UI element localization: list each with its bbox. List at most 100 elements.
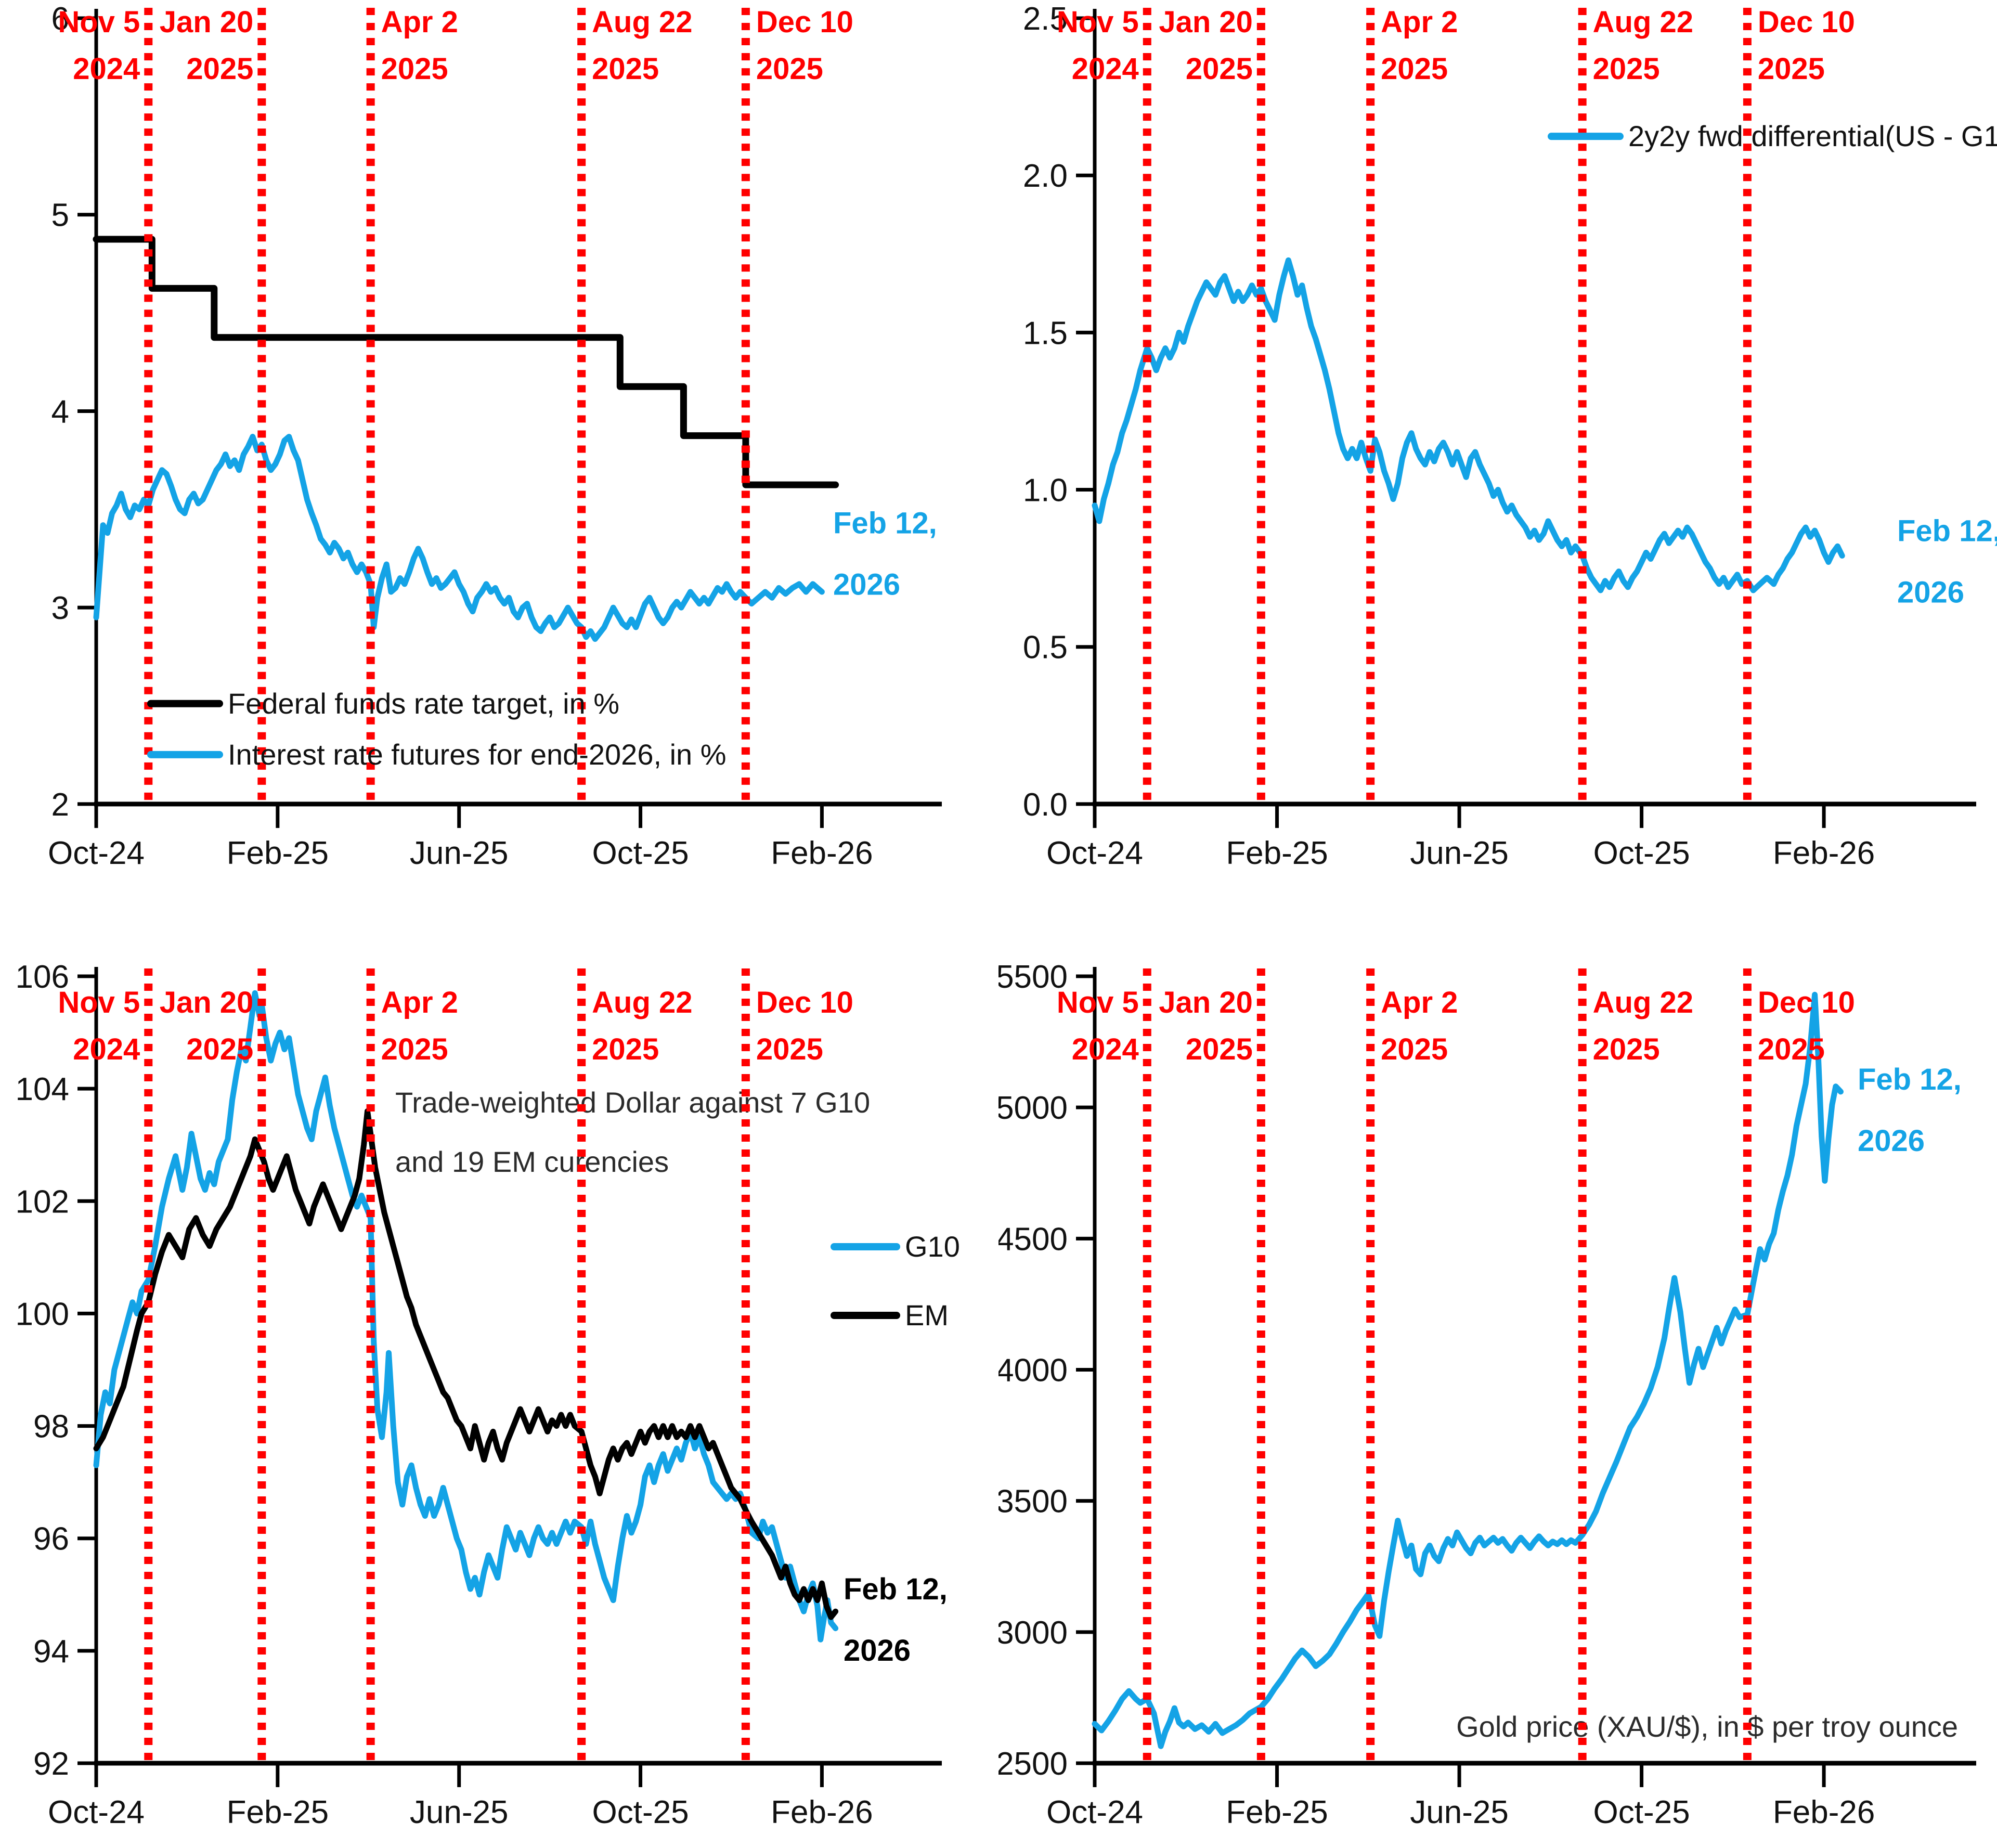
- y-tick-label: 4500: [998, 1221, 1068, 1257]
- gold-price-chart: 2500 3000 3500 4000 4500 5000 5500 Oct-24 Feb-25…: [998, 959, 1976, 1830]
- x-tick-label: Oct-24: [1046, 835, 1143, 871]
- y-tick-label: 98: [33, 1409, 69, 1445]
- end-date-annotation: Feb 12,: [844, 1572, 948, 1606]
- legend-label: Federal funds rate target, in %: [228, 687, 619, 720]
- chart-title: Trade-weighted Dollar against 7 G10: [395, 1086, 870, 1119]
- x-tick-label: Feb-25: [227, 1794, 329, 1830]
- event-label: Aug 22: [1593, 5, 1693, 39]
- event-label: Apr 2: [1381, 5, 1458, 39]
- event-label: 2024: [1072, 52, 1139, 86]
- event-label: 2025: [1758, 52, 1825, 86]
- x-tick-label: Jun-25: [1410, 1794, 1509, 1830]
- x-tick-label: Feb-26: [1773, 835, 1875, 871]
- x-tick-label: Jun-25: [1410, 835, 1509, 871]
- x-tick-label: Oct-25: [592, 835, 689, 871]
- event-label: 2025: [756, 52, 823, 86]
- chart-cell-gold-price: 2500 3000 3500 4000 4500 5000 5500 Oct-24 Feb-25…: [998, 924, 1997, 1848]
- policy-rates-chart: 2 3 4 5 6 Oct-24 Feb-25 Jun-25 Oct-25 Feb-26 Nov 5…: [48, 1, 942, 871]
- event-label: Dec 10: [1758, 5, 1855, 39]
- x-tick-label: Feb-25: [1226, 1794, 1328, 1830]
- chart-cell-fwd-differential: 0.0 0.5 1.0 1.5 2.0 2.5 Oct-24 Feb-25 Jun-25 Oct-…: [998, 0, 1997, 924]
- event-label: Dec 10: [1758, 986, 1855, 1019]
- y-tick-label: 2.0: [1023, 158, 1068, 194]
- x-tick-label: Jun-25: [410, 835, 509, 871]
- legend-label: 2y2y fwd differential(US - G10), in %: [1628, 120, 1997, 152]
- end-date-annotation: 2026: [833, 568, 900, 602]
- event-label: Nov 5: [58, 5, 140, 39]
- chart-title: and 19 EM curencies: [395, 1145, 669, 1178]
- event-label: 2025: [1758, 1032, 1825, 1066]
- y-tick-label: 2: [51, 787, 69, 823]
- event-label: 2025: [186, 1032, 253, 1066]
- y-tick-label: 1.0: [1023, 473, 1068, 509]
- x-tick-label: Oct-24: [1046, 1794, 1143, 1830]
- y-tick-label: 5000: [998, 1090, 1068, 1126]
- series-g10: [93, 990, 839, 1643]
- y-tick-label: 2500: [998, 1746, 1068, 1782]
- y-tick-label: 2.5: [1023, 1, 1068, 37]
- event-label: 2025: [1381, 1032, 1448, 1066]
- y-tick-label: 4: [51, 394, 69, 430]
- event-label: 2025: [756, 1032, 823, 1066]
- event-label: Aug 22: [1593, 986, 1693, 1019]
- series-2y2y-fwd-differential-us-g10-in-: [1092, 257, 1845, 593]
- event-label: 2025: [1186, 52, 1253, 86]
- event-label: Apr 2: [381, 986, 458, 1019]
- event-label: Jan 20: [160, 986, 254, 1019]
- end-date-annotation: 2026: [844, 1634, 911, 1668]
- event-label: Jan 20: [1159, 986, 1253, 1019]
- chart-title: Gold price (XAU/$), in $ per troy ounce: [1456, 1710, 1958, 1743]
- series-interest-rate-futures-for-end-2026-in-: [93, 434, 825, 642]
- x-tick-label: Feb-26: [1773, 1794, 1875, 1830]
- event-label: Aug 22: [592, 986, 692, 1019]
- x-tick-label: Feb-26: [771, 1794, 873, 1830]
- y-tick-label: 96: [33, 1521, 69, 1557]
- event-label: Dec 10: [756, 986, 853, 1019]
- event-label: Nov 5: [1057, 986, 1139, 1019]
- legend-label: EM: [905, 1299, 949, 1332]
- event-label: Nov 5: [58, 986, 140, 1019]
- legend-label: G10: [905, 1230, 960, 1263]
- y-tick-label: 3500: [998, 1484, 1068, 1520]
- series-gold-price-xau-: [1092, 991, 1844, 1749]
- x-tick-label: Oct-25: [592, 1794, 689, 1830]
- event-label: 2025: [592, 52, 659, 86]
- y-tick-label: 3000: [998, 1615, 1068, 1651]
- x-tick-label: Oct-25: [1593, 1794, 1690, 1830]
- y-tick-label: 0.0: [1023, 787, 1068, 823]
- event-label: Apr 2: [381, 5, 458, 39]
- event-label: Jan 20: [1159, 5, 1253, 39]
- event-label: Apr 2: [1381, 986, 1458, 1019]
- event-label: Nov 5: [1057, 5, 1139, 39]
- event-label: 2025: [1593, 52, 1660, 86]
- y-tick-label: 6: [51, 1, 69, 37]
- x-tick-label: Feb-26: [771, 835, 873, 871]
- event-label: 2025: [1381, 52, 1448, 86]
- event-label: Dec 10: [756, 5, 853, 39]
- y-tick-label: 104: [16, 1071, 69, 1107]
- event-label: 2024: [73, 1032, 140, 1066]
- y-tick-label: 1.5: [1023, 315, 1068, 351]
- event-label: 2025: [186, 52, 253, 86]
- legend-label: Interest rate futures for end-2026, in %: [228, 738, 726, 771]
- trade-weighted-dollar-chart: 92 94 96 98 100 102 104 106 Oct-24 Feb-25 Jun-25 Oc…: [16, 959, 960, 1830]
- x-tick-label: Feb-25: [1226, 835, 1328, 871]
- y-tick-label: 100: [16, 1296, 69, 1332]
- event-label: 2024: [1072, 1032, 1139, 1066]
- event-label: 2025: [381, 52, 448, 86]
- y-tick-label: 92: [33, 1746, 69, 1782]
- end-date-annotation: 2026: [1897, 576, 1964, 610]
- event-label: 2025: [592, 1032, 659, 1066]
- x-tick-label: Jun-25: [410, 1794, 509, 1830]
- event-label: Jan 20: [160, 5, 254, 39]
- x-tick-label: Oct-24: [48, 1794, 145, 1830]
- series-federal-funds-rate-target-in-: [93, 236, 839, 488]
- x-tick-label: Oct-24: [48, 835, 145, 871]
- y-tick-label: 0.5: [1023, 630, 1068, 666]
- y-tick-label: 94: [33, 1634, 69, 1670]
- y-tick-label: 5500: [998, 959, 1068, 995]
- x-tick-label: Oct-25: [1593, 835, 1690, 871]
- y-tick-label: 3: [51, 590, 69, 626]
- event-label: 2025: [1186, 1032, 1253, 1066]
- event-label: 2025: [1593, 1032, 1660, 1066]
